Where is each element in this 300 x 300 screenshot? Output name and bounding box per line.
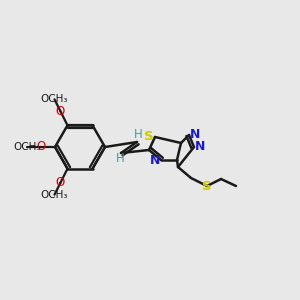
Text: O: O [56, 176, 65, 189]
Text: H: H [134, 128, 142, 142]
Text: O: O [36, 140, 46, 154]
Text: S: S [202, 181, 212, 194]
Text: OCH₃: OCH₃ [41, 94, 68, 104]
Text: O: O [56, 105, 65, 118]
Text: N: N [195, 140, 205, 154]
Text: OCH₃: OCH₃ [41, 190, 68, 200]
Text: N: N [150, 154, 160, 166]
Text: S: S [144, 130, 154, 142]
Text: OCH₃: OCH₃ [13, 142, 41, 152]
Text: N: N [190, 128, 200, 140]
Text: H: H [116, 152, 124, 166]
